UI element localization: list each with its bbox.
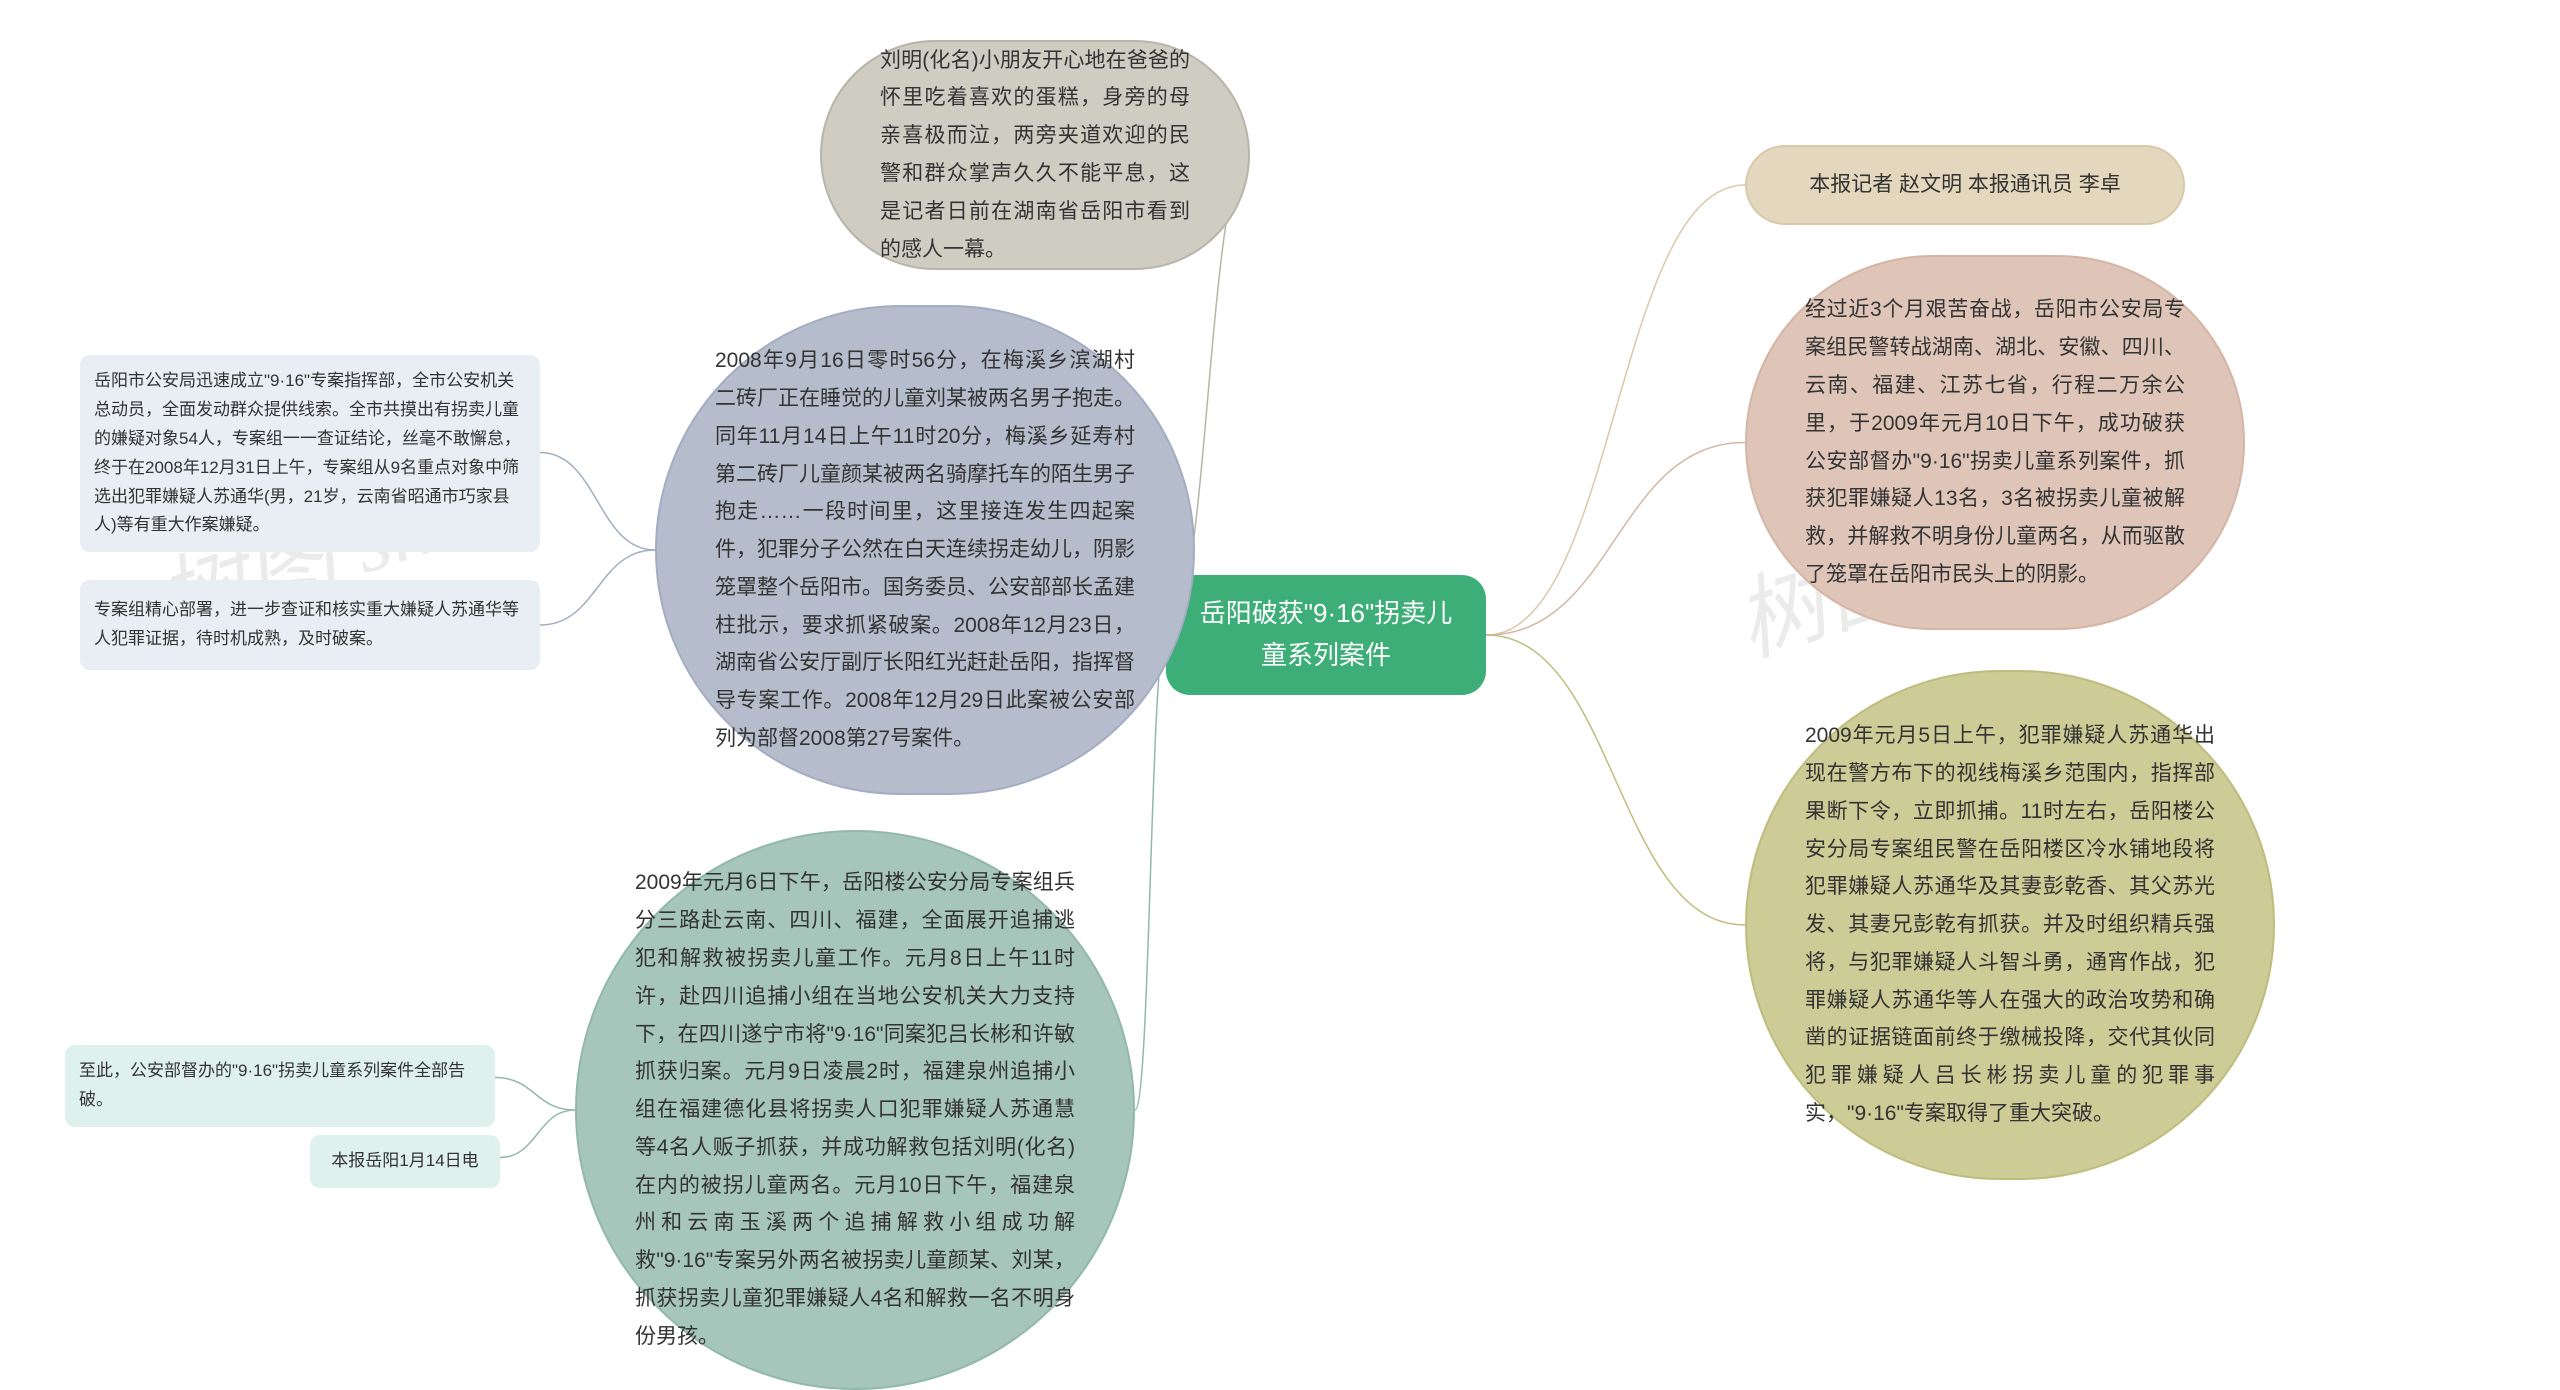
branch-node-n2[interactable]: 2008年9月16日零时56分，在梅溪乡滨湖村二砖厂正在睡觉的儿童刘某被两名男子…	[655, 305, 1195, 795]
child-node-n3a[interactable]: 至此，公安部督办的"9·16"拐卖儿童系列案件全部告破。	[65, 1045, 495, 1127]
branch-text: 2009年元月5日上午，犯罪嫌疑人苏通华出现在警方布下的视线梅溪乡范围内，指挥部…	[1805, 717, 2215, 1133]
branch-node-n4[interactable]: 本报记者 赵文明 本报通讯员 李卓	[1745, 145, 2185, 225]
branch-text: 2009年元月6日下午，岳阳楼公安分局专案组兵分三路赴云南、四川、福建，全面展开…	[635, 864, 1075, 1355]
child-node-n3b[interactable]: 本报岳阳1月14日电	[310, 1135, 500, 1188]
branch-text: 本报记者 赵文明 本报通讯员 李卓	[1809, 166, 2121, 204]
branch-text: 经过近3个月艰苦奋战，岳阳市公安局专案组民警转战湖南、湖北、安徽、四川、云南、福…	[1805, 291, 2185, 593]
branch-text: 刘明(化名)小朋友开心地在爸爸的怀里吃着喜欢的蛋糕，身旁的母亲喜极而泣，两旁夹道…	[880, 42, 1190, 269]
center-node[interactable]: 岳阳破获"9·16"拐卖儿童系列案件	[1166, 575, 1486, 695]
child-node-n2a[interactable]: 岳阳市公安局迅速成立"9·16"专案指挥部，全市公安机关总动员，全面发动群众提供…	[80, 355, 540, 552]
branch-node-n6[interactable]: 2009年元月5日上午，犯罪嫌疑人苏通华出现在警方布下的视线梅溪乡范围内，指挥部…	[1745, 670, 2275, 1180]
child-node-n2b[interactable]: 专案组精心部署，进一步查证和核实重大嫌疑人苏通华等人犯罪证据，待时机成熟，及时破…	[80, 580, 540, 670]
branch-text: 2008年9月16日零时56分，在梅溪乡滨湖村二砖厂正在睡觉的儿童刘某被两名男子…	[715, 342, 1135, 758]
branch-node-n3[interactable]: 2009年元月6日下午，岳阳楼公安分局专案组兵分三路赴云南、四川、福建，全面展开…	[575, 830, 1135, 1390]
branch-node-n1[interactable]: 刘明(化名)小朋友开心地在爸爸的怀里吃着喜欢的蛋糕，身旁的母亲喜极而泣，两旁夹道…	[820, 40, 1250, 270]
branch-node-n5[interactable]: 经过近3个月艰苦奋战，岳阳市公安局专案组民警转战湖南、湖北、安徽、四川、云南、福…	[1745, 255, 2245, 630]
